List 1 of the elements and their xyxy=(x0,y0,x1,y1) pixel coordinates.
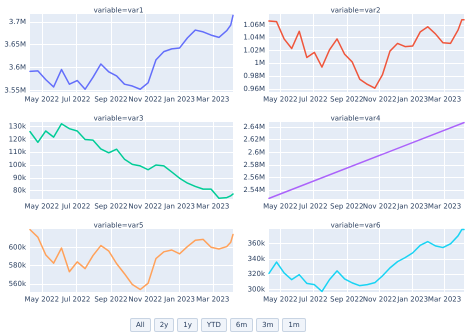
line-series xyxy=(268,19,465,89)
